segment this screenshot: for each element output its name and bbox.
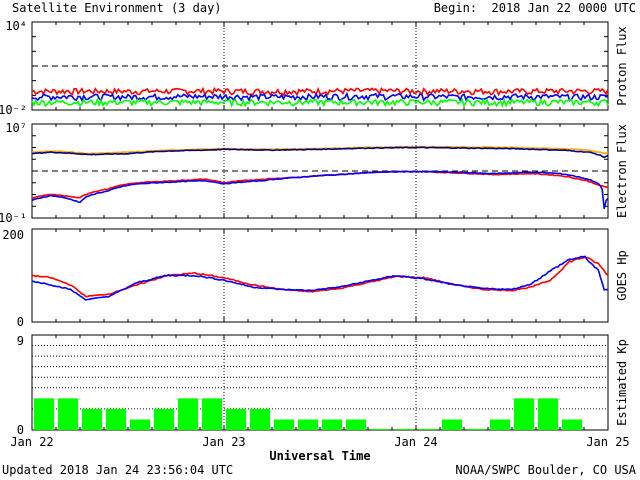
kp-bar (154, 408, 174, 430)
kp-bar (226, 408, 246, 430)
electron-flux-ytick-label: 10⁷ (5, 121, 27, 135)
goes-hp-frame (31, 228, 609, 323)
kp-bar (82, 408, 102, 430)
proton-flux-ytick-label: 10⁴ (5, 19, 27, 33)
kp-bar (322, 419, 342, 430)
credit-text: NOAA/SWPC Boulder, CO USA (455, 463, 636, 477)
kp-bar (562, 419, 582, 430)
kp-bar (466, 428, 486, 430)
kp-bar (394, 428, 414, 430)
electron-flux-frame (31, 123, 609, 219)
goes-hp-series-red (31, 256, 609, 298)
proton-flux-ylabel: Proton Flux (615, 26, 629, 105)
proton-flux-ytick-label: 10⁻² (0, 103, 27, 117)
electron-flux-ylabel: Electron Flux (615, 124, 629, 218)
proton-flux-series-green (31, 97, 609, 108)
goes-hp-series-blue (31, 255, 609, 301)
estimated-kp-ylabel: Estimated Kp (615, 339, 629, 426)
x-tick-label: Jan 22 (10, 435, 53, 449)
estimated-kp-ytick-label: 9 (17, 334, 24, 348)
kp-bar (106, 408, 126, 430)
kp-bar (130, 419, 150, 430)
electron-flux-series-orange (31, 145, 609, 155)
kp-bar (274, 419, 294, 430)
electron-flux-series-navy (31, 146, 609, 159)
kp-bar (514, 398, 534, 430)
updated-timestamp: Updated 2018 Jan 24 23:56:04 UTC (2, 463, 234, 477)
kp-bar (34, 398, 54, 430)
proton-flux-series-blue (31, 91, 609, 103)
goes-hp-ylabel: GOES Hp (615, 250, 629, 301)
goes-hp-ytick-label: 0 (17, 315, 24, 329)
electron-flux-series-blue (31, 170, 609, 209)
kp-bar (202, 398, 222, 430)
estimated-kp-ytick-label: 0 (17, 423, 24, 437)
electron-flux-ytick-label: 10⁻¹ (0, 211, 27, 225)
kp-bar (490, 419, 510, 430)
kp-bar (442, 419, 462, 430)
kp-bar (298, 419, 318, 430)
goes-hp-ytick-label: 200 (2, 228, 24, 242)
kp-bar (58, 398, 78, 430)
kp-bar (418, 428, 438, 430)
x-tick-label: Jan 23 (202, 435, 245, 449)
kp-bar (538, 398, 558, 430)
begin-date: Begin: 2018 Jan 22 0000 UTC (433, 1, 636, 15)
kp-bar (370, 428, 390, 430)
x-axis-title: Universal Time (269, 449, 370, 463)
x-tick-label: Jan 24 (394, 435, 437, 449)
proton-flux-series-red (31, 86, 609, 97)
kp-bar (178, 398, 198, 430)
kp-bar (346, 419, 366, 430)
x-tick-label: Jan 25 (586, 435, 629, 449)
chart-title: Satellite Environment (3 day) (12, 1, 222, 15)
kp-bar (250, 408, 270, 430)
